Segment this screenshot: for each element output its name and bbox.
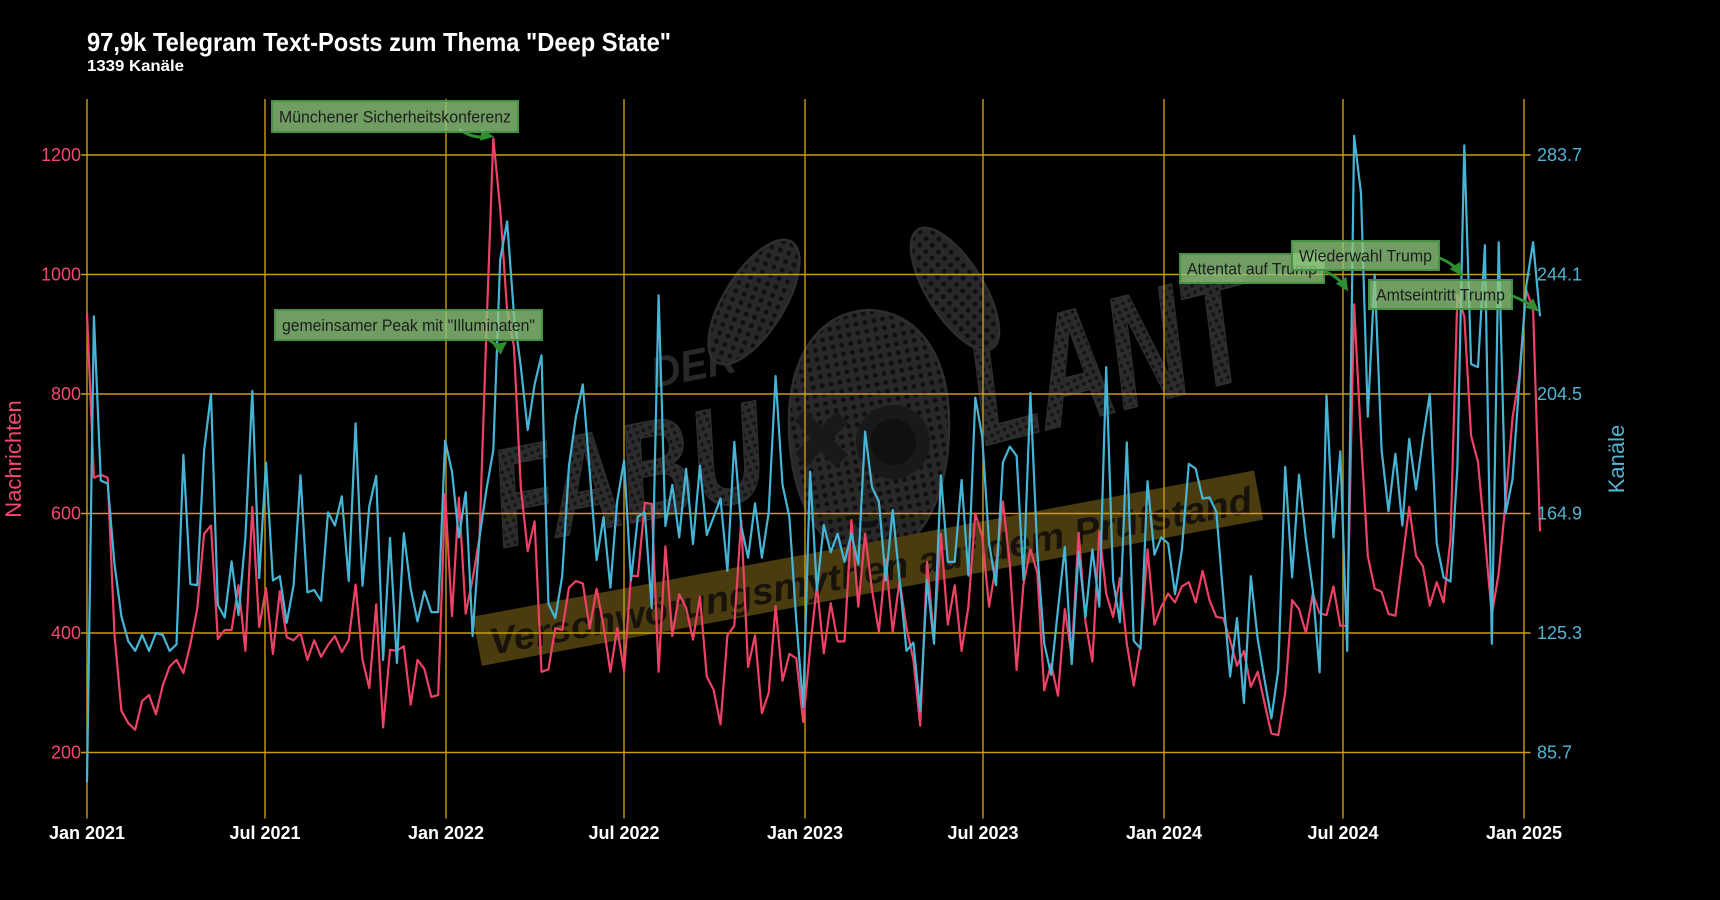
svg-text:1339 Kanäle: 1339 Kanäle <box>87 58 184 75</box>
svg-text:244.1: 244.1 <box>1537 265 1582 285</box>
svg-text:Kanäle: Kanäle <box>1604 425 1629 494</box>
svg-text:164.9: 164.9 <box>1537 504 1582 524</box>
svg-text:Jan 2025: Jan 2025 <box>1486 823 1562 843</box>
svg-text:Jan 2021: Jan 2021 <box>49 823 125 843</box>
svg-text:Jul 2023: Jul 2023 <box>947 823 1018 843</box>
svg-text:283.7: 283.7 <box>1537 145 1582 165</box>
svg-text:1000: 1000 <box>41 265 81 285</box>
svg-text:Amtseintritt Trump: Amtseintritt Trump <box>1376 286 1505 305</box>
svg-text:200: 200 <box>51 743 81 763</box>
svg-text:Münchener Sicherheitskonferenz: Münchener Sicherheitskonferenz <box>279 108 511 127</box>
svg-text:Wiederwahl Trump: Wiederwahl Trump <box>1299 247 1432 266</box>
svg-text:85.7: 85.7 <box>1537 743 1572 763</box>
svg-text:Jan 2022: Jan 2022 <box>408 823 484 843</box>
svg-text:Jan 2024: Jan 2024 <box>1126 823 1202 843</box>
svg-text:gemeinsamer Peak mit "Illumina: gemeinsamer Peak mit "Illuminaten" <box>282 316 535 335</box>
svg-text:600: 600 <box>51 504 81 524</box>
svg-text:Jul 2024: Jul 2024 <box>1307 823 1378 843</box>
svg-text:Jul 2021: Jul 2021 <box>229 823 300 843</box>
svg-text:97,9k Telegram Text-Posts zum: 97,9k Telegram Text-Posts zum Thema "Dee… <box>87 27 671 57</box>
svg-text:Nachrichten: Nachrichten <box>1 400 26 517</box>
svg-text:1200: 1200 <box>41 145 81 165</box>
svg-text:204.5: 204.5 <box>1537 384 1582 404</box>
svg-text:Jul 2022: Jul 2022 <box>588 823 659 843</box>
svg-text:Attentat auf Trump: Attentat auf Trump <box>1187 260 1317 279</box>
svg-text:800: 800 <box>51 384 81 404</box>
svg-text:125.3: 125.3 <box>1537 623 1582 643</box>
svg-text:Jan 2023: Jan 2023 <box>767 823 843 843</box>
svg-text:400: 400 <box>51 623 81 643</box>
